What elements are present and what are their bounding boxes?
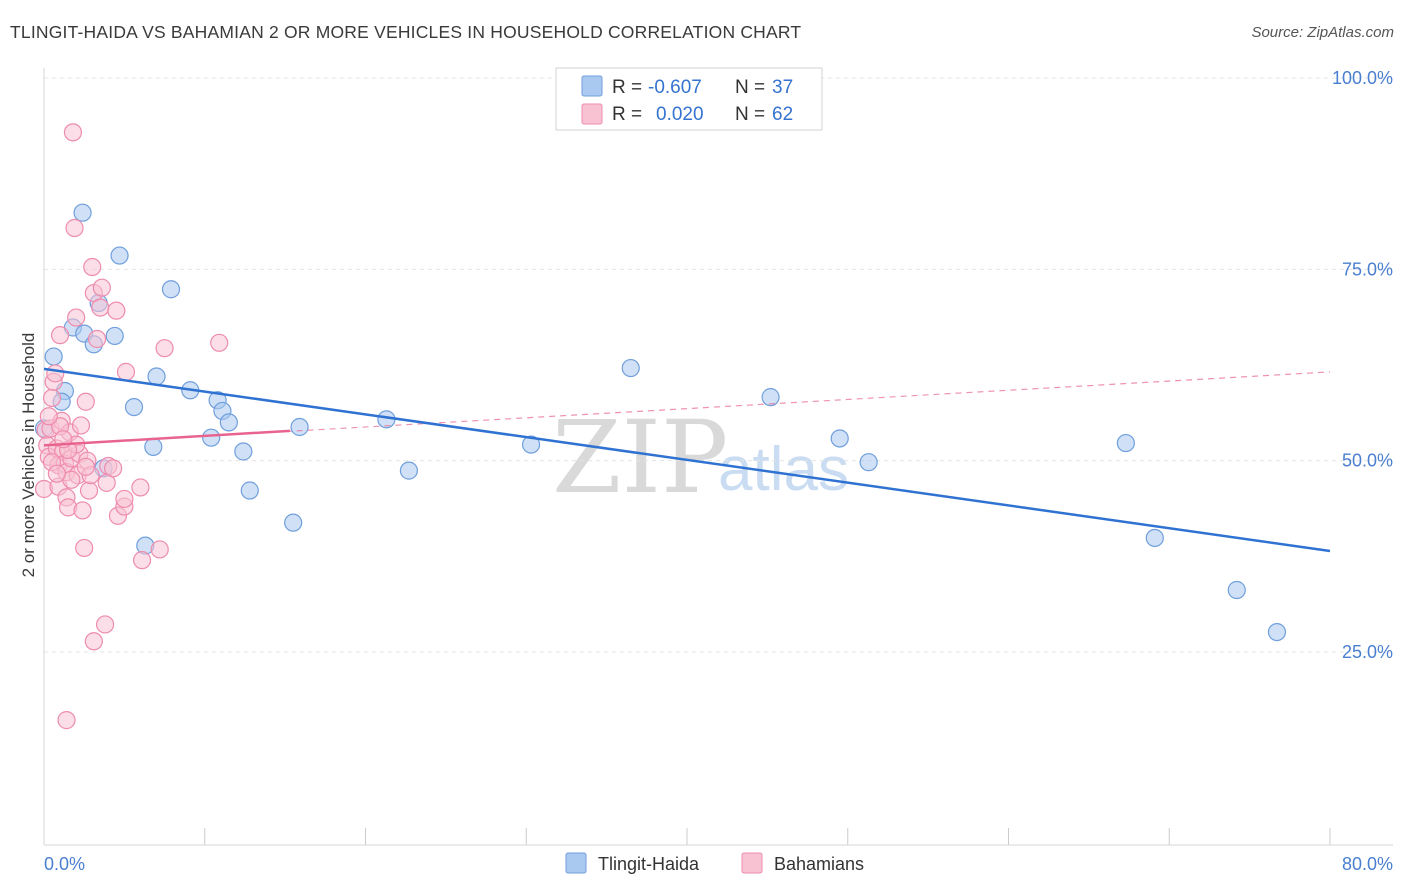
bahamians-point: [46, 364, 65, 383]
bahamians-point: [84, 632, 103, 651]
gridlines: [44, 77, 1393, 653]
bahamians-point: [75, 538, 94, 558]
legend-n-label-1: N =: [735, 77, 765, 98]
bahamians-point: [79, 481, 99, 500]
tlingit-haida-point: [44, 347, 63, 366]
bahamians-point: [65, 218, 84, 238]
bahamians-point: [76, 392, 95, 411]
legend-n-value-2: 62: [772, 104, 793, 125]
bahamians-point: [87, 329, 107, 349]
tlingit-haida-point: [1116, 433, 1135, 453]
y-tick-label: 75.0%: [1342, 259, 1393, 279]
watermark-zip: ZIP: [552, 399, 728, 516]
tlingit-haida-point: [621, 358, 640, 378]
bahamians-point: [155, 339, 174, 358]
y-axis-label: 2 or more Vehicles in Household: [19, 333, 38, 578]
bahamians-point: [131, 478, 150, 497]
bahamians-point: [210, 333, 229, 352]
bahamians-trend-line: [43, 429, 291, 447]
y-tick-label: 25.0%: [1342, 642, 1393, 662]
correlation-legend: R = -0.607 N = 37 R = 0.020 N = 62: [555, 67, 823, 131]
y-tick-label: 50.0%: [1342, 451, 1393, 471]
legend-item-tlingit-haida-swatch: [565, 852, 587, 874]
trend-lines: [43, 367, 1331, 553]
legend-r-label-1: R =: [612, 77, 642, 98]
bahamians-point: [91, 298, 110, 317]
x-tick-label: 0.0%: [44, 854, 85, 874]
tlingit-haida-point: [830, 429, 849, 448]
tlingit-haida-point: [521, 435, 541, 454]
legend-item-bahamians-label: Bahamians: [774, 854, 864, 874]
chart-title: TLINGIT-HAIDA VS BAHAMIAN 2 OR MORE VEHI…: [10, 22, 802, 42]
bahamians-point: [39, 407, 58, 426]
tlingit-haida-point: [202, 428, 221, 447]
tlingit-haida-point: [105, 326, 124, 346]
bahamians-point: [42, 388, 62, 408]
bahamians-point: [50, 326, 70, 345]
tlingit-haida-point: [124, 397, 144, 417]
legend-r-value-1: -0.607: [648, 77, 702, 98]
bahamians-point: [115, 489, 134, 509]
y-axis-tick-labels: 100.0% 75.0% 50.0% 25.0%: [1332, 68, 1393, 662]
legend-n-label-2: N =: [735, 104, 765, 125]
bahamians-point: [47, 464, 66, 483]
bahamians-point: [150, 540, 169, 559]
tlingit-haida-trend-line: [43, 367, 1331, 553]
bahamians-point: [95, 615, 115, 634]
tlingit-haida-point: [1267, 623, 1287, 642]
legend-r-value-2: 0.020: [656, 104, 704, 125]
tlingit-haida-point: [110, 246, 129, 265]
legend-n-value-1: 37: [772, 77, 793, 98]
tlingit-haida-point: [234, 442, 253, 461]
bahamians-point: [104, 459, 123, 478]
series-bahamians-points: [34, 123, 229, 730]
tlingit-haida-point: [290, 417, 309, 437]
tlingit-haida-point: [859, 453, 878, 472]
legend-item-bahamians-swatch: [741, 852, 763, 874]
tlingit-haida-point: [161, 280, 181, 299]
bahamians-point: [92, 278, 111, 297]
bahamians-point: [71, 416, 91, 435]
tlingit-haida-point: [761, 388, 780, 407]
legend-swatch-bahamians: [581, 103, 603, 125]
tlingit-haida-point: [219, 413, 238, 432]
tlingit-haida-point: [1145, 528, 1164, 548]
x-axis-ticks: [204, 828, 1331, 845]
tlingit-haida-point: [147, 367, 166, 386]
legend-item-tlingit-haida-label: Tlingit-Haida: [598, 854, 700, 874]
bahamians-point: [76, 457, 95, 476]
legend-swatch-tlingit-haida: [581, 75, 603, 97]
tlingit-haida-point: [284, 513, 303, 532]
tlingit-haida-point: [399, 461, 419, 480]
series-legend: Tlingit-Haida Bahamians: [565, 852, 864, 874]
watermark: ZIP atlas: [552, 399, 849, 516]
x-axis-tick-labels: 0.0% 80.0%: [44, 854, 1393, 874]
legend-r-label-2: R =: [612, 104, 642, 125]
x-tick-label: 80.0%: [1342, 854, 1393, 874]
bahamians-point: [116, 362, 136, 381]
bahamians-point: [57, 711, 76, 730]
tlingit-haida-point: [144, 437, 163, 456]
tlingit-haida-point: [73, 203, 92, 222]
tlingit-haida-point: [1227, 580, 1246, 600]
watermark-atlas: atlas: [718, 435, 849, 504]
y-tick-label: 100.0%: [1332, 68, 1393, 88]
bahamians-point: [63, 123, 83, 142]
bahamians-point: [67, 308, 86, 327]
bahamians-point: [73, 501, 92, 520]
tlingit-haida-point: [240, 481, 259, 500]
bahamians-point: [132, 551, 152, 570]
source-credit: Source: ZipAtlas.com: [1251, 24, 1394, 41]
bahamians-point: [83, 257, 102, 277]
bahamians-point: [107, 301, 126, 320]
